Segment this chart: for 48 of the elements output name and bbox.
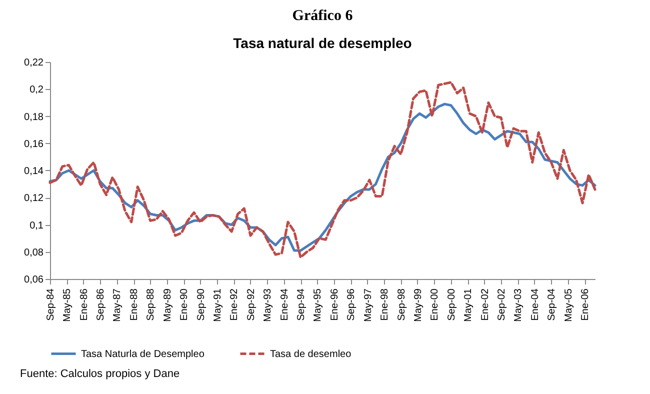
legend-label: Tasa Naturla de Desempleo [81,348,205,360]
x-tick-label: Sep-02 [496,288,508,321]
y-tick-label: 0,08 [24,247,44,258]
x-tick-label: Sep-86 [96,288,107,321]
x-tick-label: Ene-88 [129,288,140,321]
y-tick-label: 0,1 [30,220,44,232]
x-tick-label: May-01 [463,288,474,322]
x-tick-label: May-03 [513,288,524,322]
x-tick-label: Sep-98 [396,288,408,321]
y-tick-label: 0,18 [24,112,44,123]
x-tick-label: Ene-92 [229,288,240,321]
y-tick-label: 0,22 [24,58,44,68]
x-tick-label: Ene-06 [580,288,592,321]
x-tick-label: May-91 [212,288,224,322]
y-tick-label: 0,06 [24,274,44,286]
legend-label: Tasa de desemleo [270,348,352,360]
x-tick-label: Ene-96 [329,288,340,321]
y-tick-label: 0,2 [30,84,44,96]
x-tick-label: Ene-86 [78,288,90,321]
x-tick-label: May-99 [412,288,424,322]
x-tick-label: Ene-94 [279,288,290,321]
chart-title: Gráfico 6 [292,8,354,24]
x-tick-label: Sep-96 [346,288,358,321]
y-tick-label: 0,16 [24,138,44,150]
line-series [48,81,596,259]
x-tick-label: May-93 [262,288,274,322]
x-tick-label: May-85 [62,288,74,322]
x-tick-label: Sep-90 [196,288,207,321]
x-tick-label: May-89 [162,288,174,322]
x-tick-label: Sep-94 [296,288,308,321]
x-tick-label: Sep-92 [246,288,257,321]
x-tick-label: Sep-04 [546,288,558,321]
chart-subtitle: Tasa natural de desempleo [233,35,412,51]
x-tick-label: Ene-04 [530,288,541,321]
x-tick-label: Ene-90 [179,288,190,321]
x-tick-label: Sep-84 [46,288,56,321]
x-tick-label: Ene-00 [430,288,441,321]
x-tick-label: Sep-88 [146,288,157,321]
y-tick-label: 0,12 [24,193,44,204]
x-tick-label: May-97 [362,288,374,322]
source-note: Fuente: Calculos propios y Dane [20,368,180,380]
x-tick-label: May-95 [312,288,324,322]
x-tick-label: May-87 [112,288,124,322]
x-tick-label: Sep-00 [446,288,458,321]
x-tick-label: Ene-02 [480,288,491,321]
x-tick-label: Ene-98 [380,288,391,321]
y-tick-label: 0,14 [24,166,44,177]
x-tick-label: May-05 [563,288,574,322]
